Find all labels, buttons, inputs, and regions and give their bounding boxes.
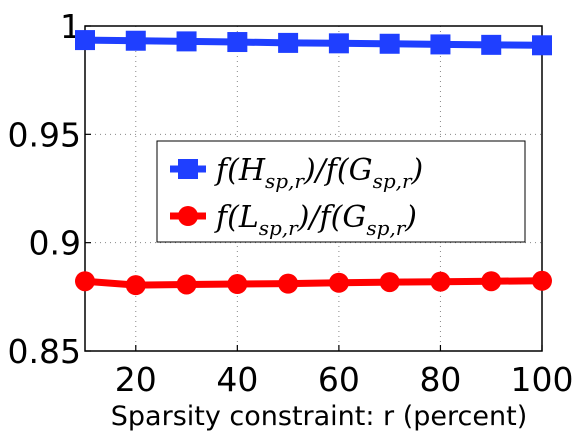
data-point: [125, 275, 146, 296]
series-line: [84, 36, 543, 49]
y-tick-label: 0.9: [29, 224, 81, 263]
plot-frame: [84, 25, 543, 352]
data-point: [176, 31, 197, 52]
data-point: [379, 33, 400, 54]
data-point: [430, 34, 451, 55]
data-point: [75, 30, 95, 51]
data-point: [278, 273, 299, 294]
legend-box: [156, 140, 526, 243]
y-tick-label: 0.85: [8, 332, 81, 371]
x-tick-label: 20: [115, 360, 157, 399]
legend-entry-l: f(Lsp,r)/f(Gsp,r): [170, 200, 417, 240]
data-point: [328, 33, 349, 54]
legend-label-h: f(Hsp,r)/f(Gsp,r): [214, 153, 423, 193]
x-tick-label: 100: [511, 360, 574, 399]
data-point: [328, 272, 349, 293]
legend-marker-l: [178, 206, 198, 226]
x-ticks: 20 40 60 80 100: [115, 345, 574, 399]
data-point: [75, 271, 95, 292]
data-point: [481, 34, 502, 55]
x-tick-label: 40: [216, 360, 258, 399]
data-point: [430, 271, 451, 292]
data-point: [481, 271, 502, 292]
series-l-ratio: [75, 270, 552, 296]
y-ticks: 0.850.90.951: [8, 7, 91, 371]
x-tick-label: 60: [318, 360, 360, 399]
data-point: [125, 30, 146, 51]
legend: f(Hsp,r)/f(Gsp,r) f(Lsp,r)/f(Gsp,r): [156, 140, 526, 243]
data-point: [532, 270, 552, 291]
legend-label-l: f(Lsp,r)/f(Gsp,r): [214, 200, 417, 240]
series-line: [84, 277, 543, 289]
data-point: [176, 274, 197, 295]
x-axis-label: Sparsity constraint: r (percent): [111, 401, 527, 432]
data-point: [532, 35, 552, 56]
x-tick-label: 80: [419, 360, 461, 399]
data-point: [379, 272, 400, 293]
data-point: [227, 32, 248, 53]
y-tick-label: 0.95: [8, 115, 81, 154]
legend-marker-h: [178, 159, 198, 179]
series-h-ratio: [75, 30, 552, 56]
data-point: [278, 32, 299, 53]
series-group: [75, 30, 552, 296]
data-point: [227, 274, 248, 295]
legend-entry-h: f(Hsp,r)/f(Gsp,r): [170, 153, 423, 193]
